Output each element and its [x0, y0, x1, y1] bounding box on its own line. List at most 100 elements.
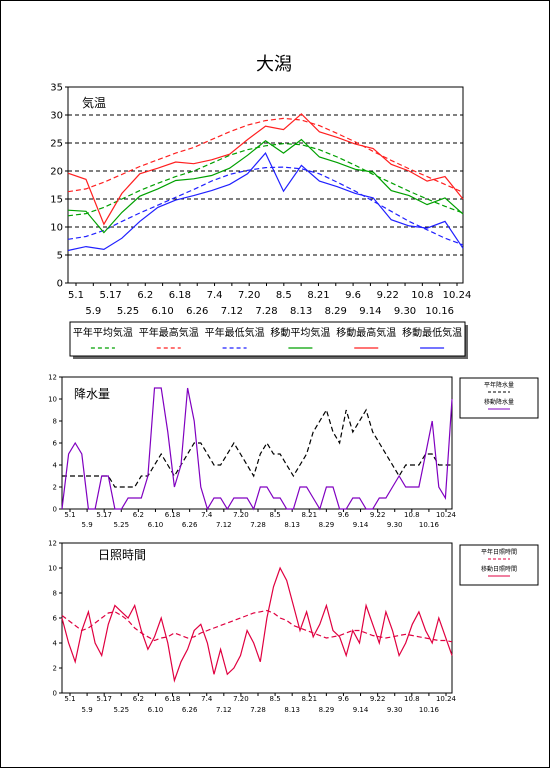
x-tick-label: 8.21 — [301, 511, 317, 519]
series-line-2-1 — [61, 566, 453, 683]
x-tick-label: 9.30 — [394, 306, 416, 317]
x-tick-label: 7.20 — [233, 695, 249, 703]
x-tick-label: 8.21 — [301, 695, 317, 703]
x-tick-label: 9.22 — [370, 511, 386, 519]
x-tick-label: 8.13 — [290, 306, 312, 317]
legend-label: 平年降水量 — [484, 381, 514, 389]
y-tick-label: 12 — [48, 373, 57, 381]
y-tick-label: 2 — [53, 483, 57, 491]
x-tick-label: 7.20 — [238, 290, 260, 301]
x-tick-label: 5.25 — [117, 306, 139, 317]
x-tick-label: 9.6 — [345, 290, 361, 301]
legend-label: 移動最高気温 — [336, 326, 396, 339]
y-tick-label: 0 — [57, 279, 63, 290]
x-tick-label: 8.29 — [325, 306, 347, 317]
y-tick-label: 10 — [50, 223, 63, 234]
plot-frame-0 — [67, 86, 464, 284]
y-tick-label: 10 — [48, 564, 57, 572]
legend-label: 移動降水量 — [484, 398, 514, 406]
legend-label: 平年最低気温 — [205, 326, 265, 339]
page-title: 大潟 — [256, 54, 292, 75]
x-tick-label: 10.8 — [411, 290, 433, 301]
legend-label: 移動日照時間 — [481, 565, 517, 573]
x-tick-label: 7.4 — [207, 290, 223, 301]
x-tick-label: 6.10 — [148, 521, 164, 529]
x-tick-label: 7.28 — [250, 706, 266, 714]
series-line-0-3 — [67, 138, 464, 234]
x-tick-label: 5.25 — [113, 521, 129, 529]
x-tick-label: 5.1 — [64, 511, 75, 519]
x-tick-label: 8.21 — [307, 290, 329, 301]
x-tick-label: 6.18 — [169, 290, 191, 301]
panel-label: 気温 — [82, 95, 106, 110]
x-tick-label: 10.8 — [404, 695, 420, 703]
y-tick-label: 2 — [53, 664, 57, 672]
x-tick-label: 9.14 — [353, 706, 369, 714]
y-tick-label: 35 — [50, 83, 63, 94]
legend-box-1 — [459, 377, 539, 419]
x-tick-label: 9.30 — [387, 706, 403, 714]
x-tick-label: 6.10 — [151, 306, 173, 317]
series-line-2-0 — [61, 609, 453, 643]
y-tick-label: 20 — [50, 167, 63, 178]
y-tick-label: 4 — [53, 461, 58, 469]
legend-label: 平年平均気温 — [73, 326, 133, 339]
x-tick-label: 6.2 — [133, 695, 144, 703]
legend-label: 平年最高気温 — [139, 326, 199, 339]
x-tick-label: 10.24 — [436, 511, 457, 519]
series-line-0-5 — [67, 152, 464, 252]
x-tick-label: 6.26 — [182, 706, 198, 714]
y-tick-label: 10 — [48, 395, 57, 403]
x-tick-label: 5.9 — [82, 706, 93, 714]
panel-label: 日照時間 — [98, 548, 146, 562]
x-tick-label: 7.12 — [216, 706, 232, 714]
x-tick-label: 10.16 — [419, 706, 440, 714]
x-tick-label: 6.18 — [165, 695, 181, 703]
x-tick-label: 9.22 — [370, 695, 386, 703]
x-tick-label: 9.14 — [359, 306, 381, 317]
y-tick-label: 8 — [53, 417, 57, 425]
y-tick-label: 0 — [53, 505, 57, 513]
y-tick-label: 8 — [53, 589, 57, 597]
x-tick-label: 6.10 — [148, 706, 164, 714]
x-tick-label: 9.14 — [353, 521, 369, 529]
x-tick-label: 8.13 — [284, 706, 300, 714]
x-tick-label: 5.1 — [68, 290, 84, 301]
series-line-0-2 — [67, 166, 464, 246]
x-tick-label: 9.22 — [377, 290, 399, 301]
x-tick-label: 5.9 — [85, 306, 101, 317]
plot-frame-2 — [61, 542, 453, 694]
x-tick-label: 10.24 — [436, 695, 457, 703]
x-tick-label: 7.12 — [216, 521, 232, 529]
x-tick-label: 8.5 — [276, 290, 292, 301]
x-tick-label: 5.17 — [96, 511, 112, 519]
x-tick-label: 7.28 — [250, 521, 266, 529]
y-tick-label: 30 — [50, 111, 63, 122]
x-tick-label: 7.12 — [221, 306, 243, 317]
y-tick-label: 25 — [50, 139, 63, 150]
x-tick-label: 6.26 — [186, 306, 208, 317]
x-tick-label: 8.29 — [319, 706, 335, 714]
y-tick-label: 15 — [50, 195, 63, 206]
x-tick-label: 6.18 — [165, 511, 181, 519]
x-tick-label: 8.29 — [319, 521, 335, 529]
y-tick-label: 12 — [48, 539, 57, 547]
x-tick-label: 7.4 — [201, 511, 213, 519]
legend-label: 平年日照時間 — [481, 548, 517, 556]
y-tick-label: 5 — [57, 251, 63, 262]
legend-label: 移動平均気温 — [270, 326, 330, 339]
x-tick-label: 10.16 — [425, 306, 454, 317]
legend-label: 移動最低気温 — [402, 326, 462, 339]
y-tick-label: 6 — [53, 439, 58, 447]
x-tick-label: 6.26 — [182, 521, 198, 529]
plot-frame-1 — [61, 376, 453, 510]
series-line-1-1 — [61, 387, 453, 511]
y-tick-label: 0 — [53, 689, 57, 697]
x-tick-label: 8.13 — [284, 521, 300, 529]
x-tick-label: 5.17 — [100, 290, 122, 301]
x-tick-label: 5.9 — [82, 521, 93, 529]
y-tick-label: 4 — [53, 639, 58, 647]
legend-box — [69, 321, 466, 357]
series-line-0-1 — [67, 117, 464, 193]
